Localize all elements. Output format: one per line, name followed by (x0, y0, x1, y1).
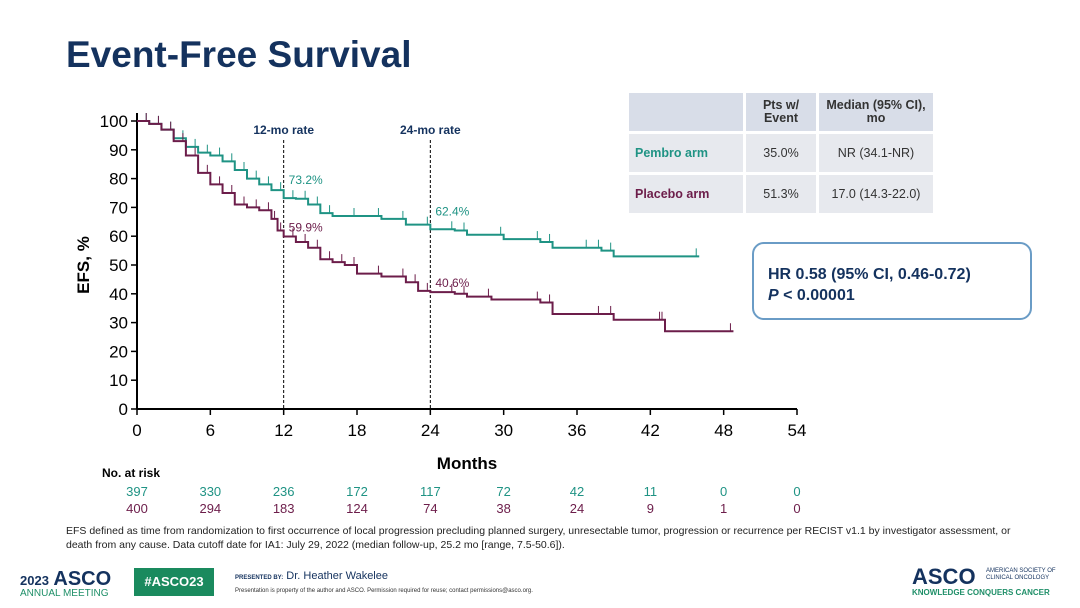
at-risk-placebo: 0 (793, 501, 800, 516)
hazard-ratio-box: HR 0.58 (95% CI, 0.46-0.72) P < 0.00001 (752, 242, 1032, 320)
permission-notice: Presentation is property of the author a… (235, 588, 533, 594)
y-tick-label: 90 (109, 141, 128, 160)
slide-title: Event-Free Survival (66, 34, 412, 75)
at-risk-placebo: 24 (570, 501, 584, 516)
at-risk-placebo: 294 (199, 501, 221, 516)
y-tick-label: 50 (109, 256, 128, 275)
presenter-name: Dr. Heather Wakelee (286, 570, 388, 582)
at-risk-pembro: 11 (644, 484, 658, 499)
at-risk-label: No. at risk (102, 466, 160, 480)
y-tick-label: 60 (109, 227, 128, 246)
x-tick-label: 6 (206, 421, 215, 440)
at-risk-placebo: 183 (273, 501, 295, 516)
at-risk-placebo: 74 (423, 501, 437, 516)
table-row: Pembro arm 35.0% NR (34.1-NR) (629, 134, 933, 172)
asco-logo: ASCO AMERICAN SOCIETY OF CLINICAL ONCOLO… (912, 564, 1056, 597)
x-tick-label: 36 (568, 421, 587, 440)
p-value: P < 0.00001 (768, 285, 1030, 306)
x-axis-label: Months (437, 454, 497, 473)
at-risk-pembro: 397 (126, 484, 148, 499)
rate-annotation: 73.2% (289, 173, 323, 187)
hr-text: HR 0.58 (95% CI, 0.46-0.72) (768, 266, 971, 283)
rate-annotation: 59.9% (289, 220, 323, 234)
year: 2023 (20, 573, 49, 588)
p-label: P (768, 287, 779, 304)
y-tick-label: 40 (109, 285, 128, 304)
hashtag-badge: #ASCO23 (134, 568, 214, 596)
header-cell (629, 93, 743, 131)
at-risk-pembro: 0 (793, 484, 800, 499)
x-tick-label: 18 (348, 421, 367, 440)
tagline: KNOWLEDGE CONQUERS CANCER (912, 588, 1050, 597)
at-risk-pembro: 42 (570, 484, 584, 499)
reference-line-label: 12-mo rate (253, 123, 314, 137)
footer: 2023 ASCO ANNUAL MEETING #ASCO23 PRESENT… (0, 560, 1080, 608)
at-risk-pembro: 236 (273, 484, 295, 499)
y-tick-label: 20 (109, 342, 128, 361)
at-risk-placebo: 1 (720, 501, 727, 516)
table-row: Placebo arm 51.3% 17.0 (14.3-22.0) (629, 175, 933, 213)
presented-by-label: PRESENTED BY: (235, 575, 284, 581)
at-risk-pembro: 330 (199, 484, 221, 499)
x-tick-label: 54 (788, 421, 807, 440)
median-cell: NR (34.1-NR) (819, 134, 933, 172)
meeting-logo: 2023 ASCO ANNUAL MEETING (20, 568, 111, 599)
x-tick-label: 24 (421, 421, 440, 440)
arm-label: Pembro arm (629, 134, 743, 172)
at-risk-pembro: 172 (346, 484, 368, 499)
median-cell: 17.0 (14.3-22.0) (819, 175, 933, 213)
x-tick-label: 0 (132, 421, 141, 440)
at-risk-placebo: 124 (346, 501, 368, 516)
at-risk-placebo: 38 (496, 501, 510, 516)
y-tick-label: 100 (100, 112, 128, 131)
table-header-row: Pts w/ Event Median (95% CI), mo (629, 93, 933, 131)
at-risk-placebo: 9 (647, 501, 654, 516)
society-name: AMERICAN SOCIETY OF CLINICAL ONCOLOGY (986, 568, 1056, 581)
presenter-line: PRESENTED BY: Dr. Heather Wakelee (235, 570, 388, 582)
arm-label: Placebo arm (629, 175, 743, 213)
asco-text: ASCO (53, 568, 112, 590)
pts-cell: 35.0% (746, 134, 816, 172)
km-curve-pembro (137, 120, 700, 258)
km-curve-placebo (137, 120, 734, 333)
rate-annotation: 62.4% (435, 204, 469, 218)
meeting-label: ANNUAL MEETING (20, 588, 109, 599)
x-tick-label: 12 (274, 421, 293, 440)
reference-line-label: 24-mo rate (400, 123, 461, 137)
y-tick-label: 80 (109, 170, 128, 189)
y-tick-label: 70 (109, 198, 128, 217)
y-tick-label: 10 (109, 371, 128, 390)
header-cell: Pts w/ Event (746, 93, 816, 131)
at-risk-pembro: 72 (496, 484, 510, 499)
rate-annotation: 40.6% (435, 276, 469, 290)
y-tick-label: 0 (119, 400, 128, 419)
at-risk-placebo: 400 (126, 501, 148, 516)
footnote: EFS defined as time from randomization t… (66, 525, 1011, 551)
logo-text: ASCO (912, 564, 976, 589)
header-cell: Median (95% CI), mo (819, 93, 933, 131)
summary-table: Pts w/ Event Median (95% CI), mo Pembro … (626, 90, 936, 216)
x-tick-label: 42 (641, 421, 660, 440)
at-risk-pembro: 0 (720, 484, 727, 499)
p-text: < 0.00001 (778, 287, 855, 304)
pts-cell: 51.3% (746, 175, 816, 213)
at-risk-pembro: 117 (420, 484, 441, 499)
x-tick-label: 30 (494, 421, 513, 440)
x-tick-label: 48 (714, 421, 733, 440)
y-tick-label: 30 (109, 314, 128, 333)
y-axis-label: EFS, % (74, 236, 93, 294)
